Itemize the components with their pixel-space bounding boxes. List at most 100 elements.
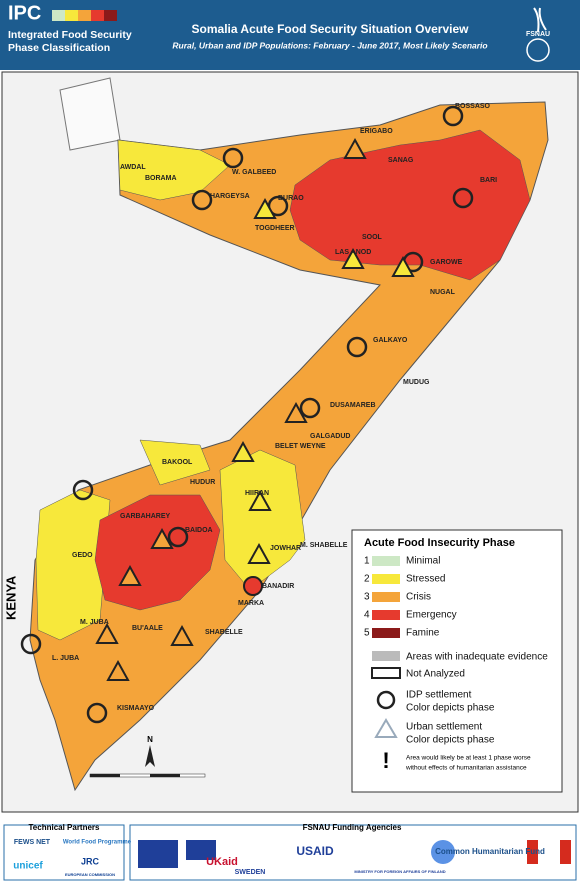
map-label: L. JUBA [52,655,79,662]
map-label: BORAMA [145,175,177,182]
legend-swatch [372,610,400,620]
logo-text: USAID [296,844,334,858]
map-label: GARBAHAREY [120,513,171,520]
urban-settlements [95,137,415,681]
country-label: KENYA [3,575,18,620]
legend-label: Emergency [406,610,457,621]
funding-title: FSNAU Funding Agencies [303,823,402,832]
legend-idp-symbol [376,690,396,710]
legend-number: 2 [364,574,370,585]
legend-label: Crisis [406,592,431,603]
map-label: SHABELLE [205,629,243,636]
legend-label: Minimal [406,556,440,567]
north-arrow [145,745,155,767]
title: Somalia Acute Food Security Situation Ov… [192,22,470,36]
legend-swatch [372,556,400,566]
partners-title: Technical Partners [29,823,101,832]
stressed-area [219,449,306,591]
logo-text: FEWS NET [14,839,51,846]
map-label: HARGEYSA [210,193,250,200]
uk-flag [186,840,216,860]
logo-text: JRC [81,856,100,866]
crisis-area [29,101,549,792]
map-label: HUDUR [190,479,215,486]
fao-emblem [526,38,550,62]
map-label: JOWHAR [270,545,301,552]
map-label: M. JUBA [80,619,109,626]
partners-box [3,824,125,881]
map-label: BANADIR [262,583,294,590]
emergency-area [289,129,531,281]
map-label: W. GALBEED [232,169,276,176]
map-label: BELET WEYNE [275,443,326,450]
legend-swatch [372,592,400,602]
map-label: HIIRAN [245,490,269,497]
legend-label: Area would likely be at least 1 phase wo… [406,755,531,762]
fsnau-emblem [533,7,547,33]
map-label: BOSSASO [455,103,491,110]
map-label: GEDO [72,552,93,559]
legend-label: Not Analyzed [406,669,465,680]
logo-text: MINISTRY FOR FOREIGN AFFAIRS OF FINLAND [354,869,445,874]
map-label: MARKA [238,600,264,607]
legend-title: Acute Food Insecurity Phase [364,537,515,549]
legend-label: Areas with inadequate evidence [406,652,548,663]
idp-settlements [20,105,474,724]
neighbour [59,77,121,151]
legend-number: 1 [364,556,370,567]
legend-swatch [372,628,400,638]
legend-label: without effects of humanitarian assistan… [405,765,527,772]
canada-flag-centre [538,840,560,864]
logo: IPC [8,2,41,24]
stressed-area [139,439,211,486]
scale-bar [89,773,206,778]
legend-swatch [371,667,401,679]
logos: FEWS NET World Food Programme unicef JRC EUR… [13,839,545,877]
legend-label: Urban settlement [406,722,482,733]
map-label: AWDAL [120,164,146,171]
north-label: N [147,735,153,744]
map-label: LAS ANOD [335,249,371,256]
legend-exclamation: ! [382,748,389,773]
map-label: SANAG [388,157,414,164]
legend-label: Famine [406,628,440,639]
stressed-area [35,489,111,641]
agency: FSNAU [526,31,550,38]
logo-line: Phase Classification [8,42,110,54]
legend-label: Color depicts phase [406,703,495,714]
map-label: M. SHABELLE [300,542,348,549]
legend-urban-symbol [374,718,398,738]
map-label: GAROWE [430,259,463,266]
logo-text: EUROPEAN COMMISSION [65,872,115,877]
map-label: SOOL [362,234,383,241]
eu-flag [138,840,178,868]
ipc-phase-bar [52,10,117,21]
map-label: GALGADUD [310,433,350,440]
map-label: BU'AALE [132,625,163,632]
idp-settlement [243,576,263,596]
legend-label: Stressed [406,574,445,585]
map-label: GALKAYO [373,337,408,344]
map-label: DUSAMAREB [330,402,376,409]
map-label: MUDUG [403,379,430,386]
logo-text: SWEDEN [235,869,266,876]
map-label: BARI [480,177,497,184]
legend-label: IDP settlement [406,690,472,701]
logo-text: unicef [13,861,43,872]
map-label: BAKOOL [162,459,193,466]
legend-swatch [372,651,400,661]
legend-items: 1 Minimal 2 Stressed 3 Crisis 4 Emergency 5 Famin… [364,556,457,639]
legend-number: 4 [364,610,370,621]
subtitle: Rural, Urban and IDP Populations: Februa… [172,40,487,50]
legend-swatch [372,574,400,584]
legend-number: 5 [364,628,370,639]
logo-line: Integrated Food Security [8,29,132,41]
map-label: BURAO [278,195,304,202]
un-emblem [431,840,455,864]
legend-label: Color depicts phase [406,735,495,746]
map-label: KISMAAYO [117,705,155,712]
map-label: NUGAL [430,289,456,296]
map-label: ERIGABO [360,128,393,135]
logo-text: World Food Programme [63,840,132,846]
legend-number: 3 [364,592,370,603]
